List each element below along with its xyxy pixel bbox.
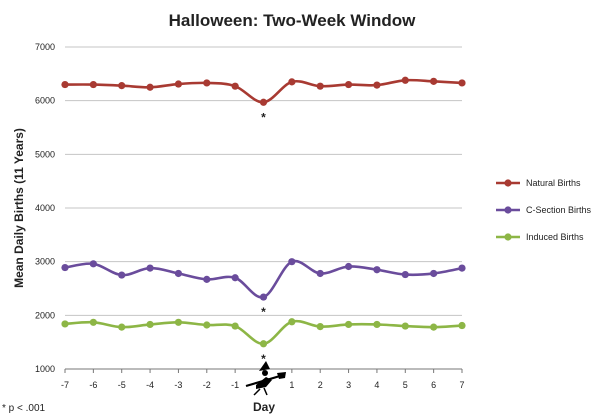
legend-marker	[504, 206, 512, 214]
y-tick-labels: 1000 2000 3000 4000 5000 6000 7000	[35, 42, 55, 374]
legend-label: C-Section Births	[526, 205, 592, 215]
x-tick-label: 2	[318, 380, 323, 390]
data-point	[259, 340, 268, 348]
data-point	[316, 82, 324, 90]
data-point	[231, 82, 239, 90]
data-point	[344, 320, 353, 329]
data-point	[118, 82, 126, 90]
significance-marker: *	[261, 305, 266, 319]
data-point	[401, 270, 409, 279]
x-tick-label: -7	[61, 380, 69, 390]
data-point	[89, 260, 97, 268]
data-point	[259, 293, 268, 301]
data-point	[430, 269, 438, 278]
y-tick-label: 7000	[35, 42, 55, 52]
data-point	[401, 322, 409, 330]
data-point	[203, 275, 211, 283]
data-point	[61, 80, 69, 89]
x-tick-label: 1	[289, 380, 294, 390]
witch-on-broom-icon	[245, 361, 286, 396]
data-point	[373, 266, 381, 274]
y-tick-label: 5000	[35, 149, 55, 159]
data-point	[430, 323, 438, 331]
data-point	[259, 98, 268, 106]
x-tick-label: 4	[374, 380, 379, 390]
x-tick-labels: -7 -6 -5 -4 -3 -2 -1 1 2 3 4 5 6 7	[61, 380, 465, 390]
data-point	[118, 271, 126, 279]
data-point	[288, 318, 296, 326]
y-tick-label: 2000	[35, 310, 55, 320]
data-point	[316, 323, 324, 331]
data-point	[146, 264, 154, 272]
data-point	[174, 80, 183, 88]
data-point	[146, 320, 154, 329]
data-point	[288, 258, 296, 266]
data-point	[174, 318, 183, 326]
significance-marker: *	[261, 110, 266, 124]
data-point	[458, 321, 466, 330]
data-point	[203, 321, 211, 329]
legend-label: Natural Births	[526, 178, 581, 188]
x-tick-label: -4	[146, 380, 154, 390]
data-point	[316, 269, 324, 278]
data-point	[89, 80, 97, 89]
y-axis-label: Mean Daily Births (11 Years)	[12, 128, 26, 288]
x-tick-label: 7	[459, 380, 464, 390]
x-tick-label: 6	[431, 380, 436, 390]
data-point	[401, 76, 409, 84]
legend-marker	[504, 233, 512, 241]
x-tick-label: -1	[231, 380, 239, 390]
data-point	[458, 264, 466, 272]
x-tick-label: -5	[118, 380, 126, 390]
x-tick-label: 3	[346, 380, 351, 390]
data-point	[344, 80, 353, 89]
x-tick-label: 5	[403, 380, 408, 390]
series-line	[64, 259, 463, 299]
chart-title: Halloween: Two-Week Window	[169, 11, 416, 30]
x-tick-label: -6	[89, 380, 97, 390]
x-axis-label: Day	[253, 400, 275, 414]
data-point	[89, 318, 97, 326]
legend-marker	[504, 179, 512, 187]
data-point	[373, 320, 381, 329]
data-point	[174, 269, 183, 278]
data-point	[231, 274, 239, 282]
data-point	[203, 79, 211, 87]
data-point	[146, 83, 154, 91]
data-point	[231, 322, 239, 330]
y-tick-label: 6000	[35, 96, 55, 106]
significance-marker: *	[261, 352, 266, 366]
data-point	[344, 262, 353, 271]
data-point	[373, 81, 381, 89]
series-group	[61, 76, 466, 348]
y-tick-label: 3000	[35, 257, 55, 267]
significance-markers: * * *	[261, 110, 266, 366]
data-point	[118, 323, 126, 331]
y-tick-label: 1000	[35, 364, 55, 374]
data-point	[61, 320, 69, 328]
y-tick-label: 4000	[35, 203, 55, 213]
x-tick-label: -3	[174, 380, 182, 390]
data-point	[61, 263, 69, 272]
legend-label: Induced Births	[526, 232, 584, 242]
data-point	[288, 78, 296, 86]
legend: Natural Births C-Section Births Induced Bi…	[496, 178, 592, 242]
data-point	[458, 79, 466, 87]
footnote: * p < .001	[2, 403, 46, 414]
x-tick-label: -2	[203, 380, 211, 390]
data-point	[430, 77, 438, 85]
